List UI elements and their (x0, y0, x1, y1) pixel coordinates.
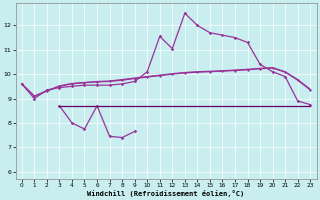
X-axis label: Windchill (Refroidissement éolien,°C): Windchill (Refroidissement éolien,°C) (87, 190, 245, 197)
